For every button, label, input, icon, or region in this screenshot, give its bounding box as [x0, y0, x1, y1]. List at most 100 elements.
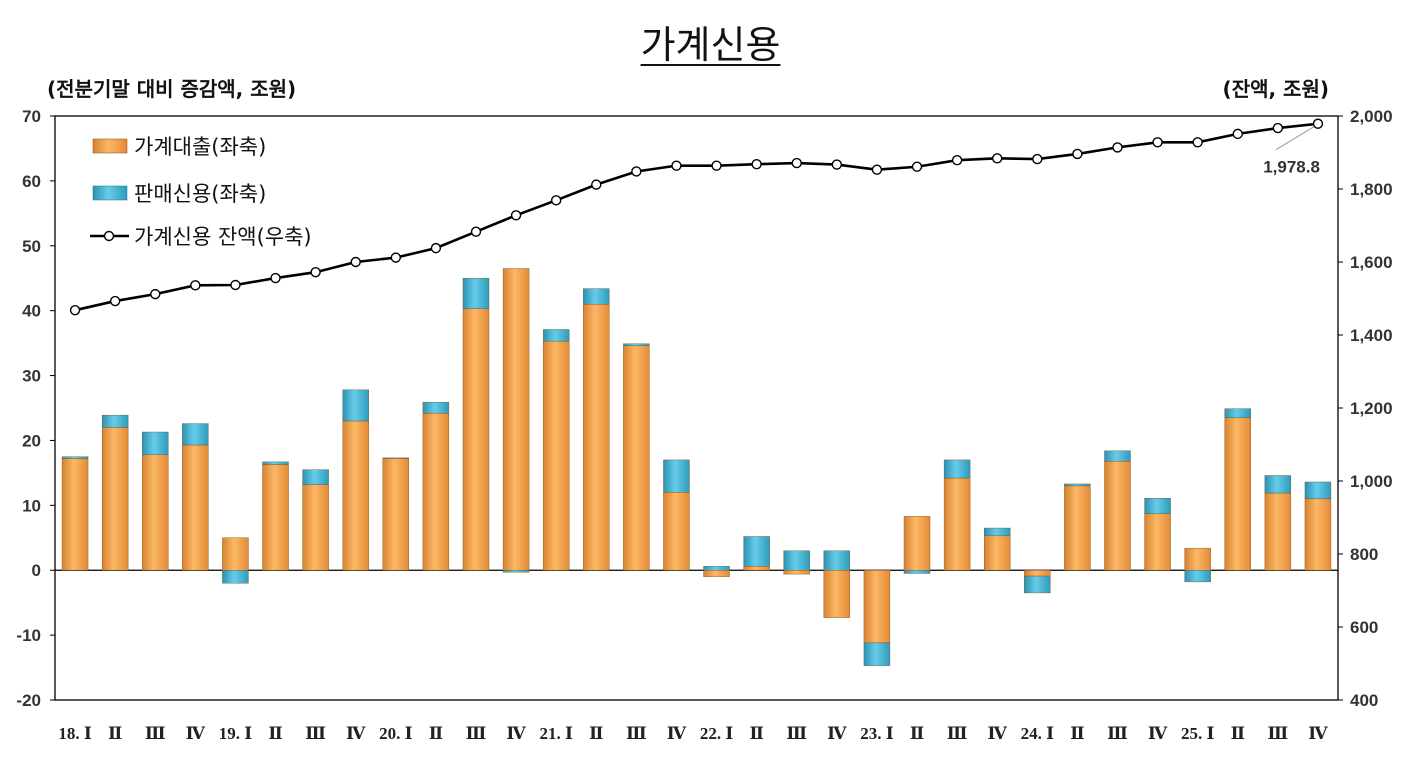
x-axis-tick-label: Ⅱ [910, 724, 924, 743]
balance-point [430, 242, 442, 254]
right-axis-tick-label: 2,000 [1350, 107, 1393, 126]
sales-credit-bar [1224, 408, 1251, 418]
left-axis-tick-label: 70 [22, 107, 41, 126]
right-axis-unit-label: (잔액, 조원) [1222, 77, 1329, 101]
sales-credit-bar [783, 550, 810, 571]
loan-bar [1184, 547, 1211, 571]
left-axis-tick-label: 0 [32, 561, 41, 580]
balance-point [951, 154, 963, 166]
x-axis-tick-label: Ⅲ [626, 724, 647, 743]
sales-credit-bar [1144, 497, 1171, 514]
sales-credit-bar [101, 414, 129, 428]
left-axis-tick-label: 60 [22, 172, 41, 191]
loan-bar [943, 477, 971, 571]
sales-credit-bar [943, 459, 971, 479]
left-axis-tick-label: 20 [22, 431, 41, 450]
loan-bar [1264, 492, 1292, 571]
x-axis-tick-label: Ⅳ [346, 724, 366, 743]
loan-bar [1144, 513, 1171, 571]
x-axis-tick-label: Ⅲ [305, 724, 326, 743]
x-axis-tick-label: Ⅱ [589, 724, 603, 743]
loan-bar [623, 345, 650, 571]
right-axis-tick-label: 800 [1350, 545, 1378, 564]
x-axis-tick-label: 22. Ⅰ [700, 724, 734, 743]
balance-point [751, 158, 762, 170]
x-axis-tick-label: Ⅱ [108, 724, 122, 743]
loan-bar [222, 537, 249, 571]
loan-bar [1104, 461, 1131, 571]
loan-bar [382, 457, 409, 571]
left-axis-tick-label: -20 [16, 691, 41, 710]
x-axis-tick-label: Ⅳ [186, 724, 206, 743]
sales-credit-bar [1184, 570, 1211, 583]
sales-credit-bar [502, 570, 530, 573]
balance-point [310, 267, 321, 278]
loan-bar [743, 566, 770, 571]
balance-point [1152, 137, 1163, 148]
loan-bar [1304, 498, 1332, 571]
x-axis-tick-label: Ⅲ [1268, 724, 1289, 743]
x-axis-tick-label: 21. Ⅰ [539, 724, 573, 743]
balance-point [791, 157, 802, 169]
loan-bar [1064, 485, 1091, 571]
balance-point [109, 295, 121, 307]
right-axis-tick-label: 400 [1350, 691, 1378, 710]
loan-bar [1024, 570, 1051, 577]
balance-point [350, 256, 361, 268]
balance-point [631, 166, 642, 177]
sales-credit-bar [623, 343, 650, 346]
x-axis-tick-label: Ⅳ [827, 724, 847, 743]
balance-point [871, 164, 883, 175]
sales-credit-bar [542, 329, 570, 342]
balance-point [992, 153, 1003, 164]
loan-bar [823, 570, 851, 618]
sales-credit-bar [863, 642, 891, 666]
sales-credit-bar [743, 536, 770, 567]
x-axis-tick-label: Ⅳ [1148, 724, 1168, 743]
right-axis-tick-label: 600 [1350, 618, 1378, 637]
sales-credit-bar [422, 401, 450, 414]
x-axis-tick-label: 19. Ⅰ [219, 724, 253, 743]
balance-point [390, 252, 401, 263]
sales-credit-bar [1104, 450, 1131, 462]
sales-credit-bar [342, 389, 369, 422]
loan-bar [663, 492, 690, 571]
last-value-annotation: 1,978.8 [1263, 158, 1320, 177]
balance-point [831, 159, 843, 170]
x-axis-tick-label: Ⅱ [268, 724, 282, 743]
annotation-leader [1275, 126, 1315, 151]
loan-bar [583, 303, 610, 571]
right-axis-tick-label: 1,200 [1350, 399, 1393, 418]
balance-point [671, 160, 682, 171]
sales-credit-bar [462, 278, 490, 309]
loan-bar [703, 570, 730, 577]
loan-bar [182, 444, 209, 571]
x-axis-tick-label: 23. Ⅰ [860, 724, 894, 743]
x-axis-tick-label: Ⅱ [429, 724, 443, 743]
balance-point [69, 304, 81, 316]
left-axis-tick-label: 30 [22, 367, 41, 386]
sales-credit-bar [382, 457, 409, 459]
sales-credit-bar [903, 570, 931, 574]
x-axis-tick-label: 25. Ⅰ [1181, 724, 1215, 743]
loan-bar [542, 340, 570, 571]
loan-bar [1224, 417, 1251, 571]
right-axis-tick-label: 1,800 [1350, 180, 1393, 199]
left-axis-tick-label: 50 [22, 237, 41, 256]
x-axis-tick-label: 24. Ⅰ [1021, 724, 1055, 743]
balance-point [1072, 148, 1083, 160]
loan-bar [342, 420, 369, 571]
loan-bar [462, 308, 490, 571]
balance-point [1312, 118, 1324, 129]
balance-point [1112, 142, 1123, 153]
sales-credit-bar [302, 469, 329, 485]
sales-credit-bar [142, 431, 169, 455]
loan-bar [422, 412, 450, 571]
x-axis-tick-label: Ⅳ [667, 724, 687, 743]
left-axis-unit-label: (전분기말 대비 증감액, 조원) [47, 77, 297, 101]
x-axis-tick-label: Ⅲ [145, 724, 166, 743]
sales-credit-bar [823, 550, 851, 571]
legend-label-sales-credit: 판매신용(좌축) [134, 182, 266, 206]
right-axis-tick-label: 1,600 [1350, 253, 1393, 272]
